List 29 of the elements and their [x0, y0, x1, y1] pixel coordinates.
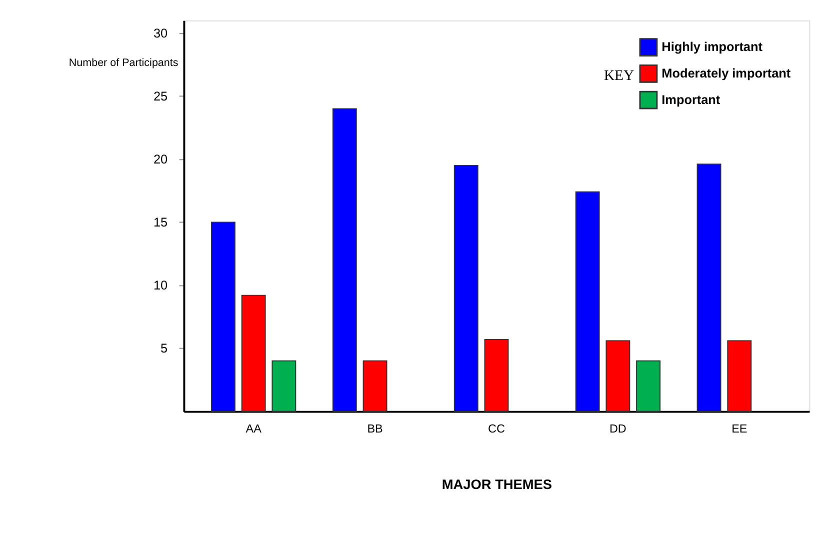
x-tick-label: DD: [609, 422, 626, 436]
legend-label: Important: [662, 92, 721, 107]
x-tick-label: BB: [367, 422, 384, 436]
y-tick-label: 20: [153, 152, 168, 167]
bar: [362, 360, 388, 412]
bar: [210, 222, 236, 412]
legend-label: Highly important: [662, 40, 764, 54]
y-tick-label: 5: [160, 342, 168, 356]
bar: [484, 338, 509, 412]
bar: [727, 340, 752, 412]
y-tick-label: 10: [153, 278, 168, 293]
bar: [454, 164, 478, 412]
bar: [636, 360, 661, 412]
y-axis-title: Number of Participants: [68, 56, 178, 69]
bar: [606, 340, 630, 412]
x-tick-label: EE: [732, 422, 748, 436]
bar: [696, 164, 722, 412]
y-tick-label: 15: [153, 216, 168, 230]
legend-title: KEY: [604, 68, 635, 84]
bar: [241, 294, 266, 412]
bar: [272, 360, 296, 412]
legend-label: Moderately important: [662, 66, 792, 81]
y-tick-label: 30: [153, 26, 168, 40]
x-tick-label: CC: [488, 422, 506, 436]
bar: [575, 191, 600, 412]
x-axis-title: MAJOR THEMES: [442, 477, 552, 492]
x-tick-label: AA: [246, 422, 262, 436]
y-tick-label: 25: [153, 89, 168, 104]
bar: [332, 108, 357, 412]
